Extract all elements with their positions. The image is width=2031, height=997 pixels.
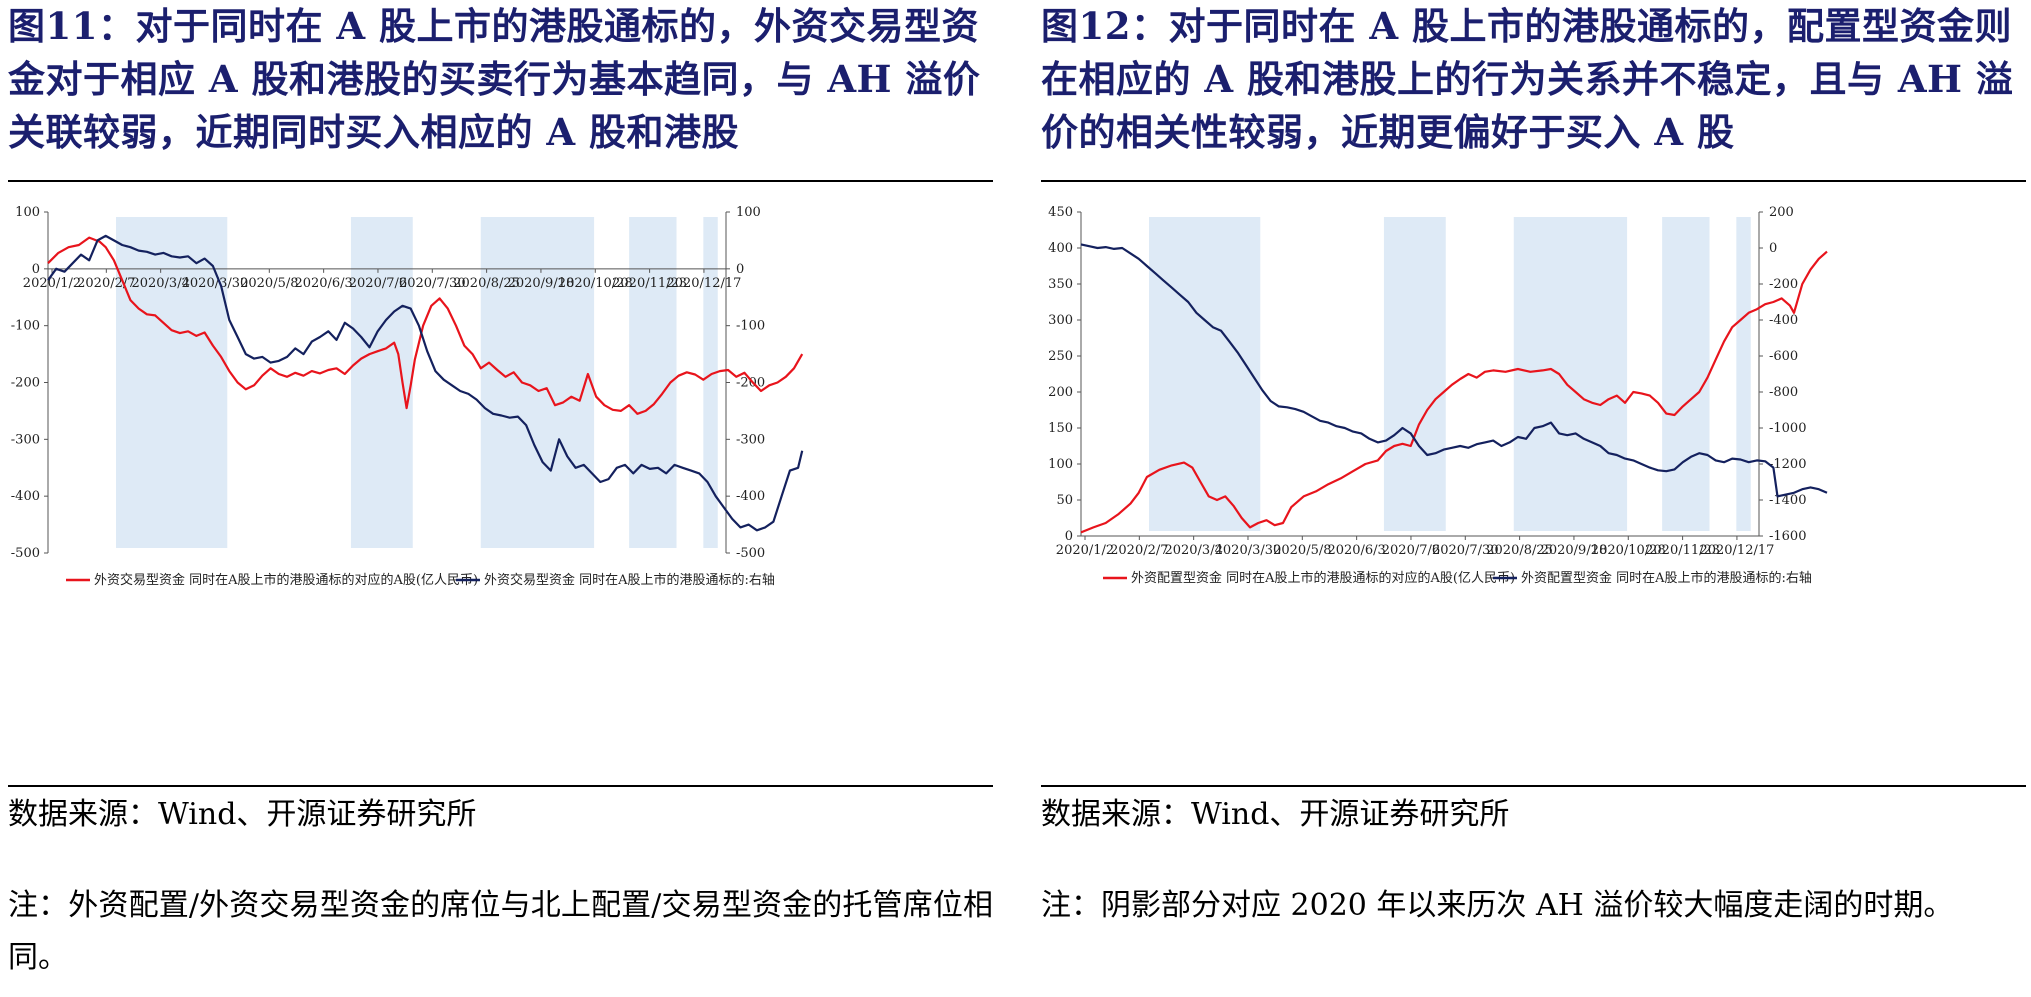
y-left-tick-label: 400 [1048, 241, 1073, 256]
x-tick-label: 2020/3/30 [1215, 543, 1282, 558]
y-right-tick-label: 200 [1769, 205, 1794, 220]
y-left-tick-label: 100 [1048, 457, 1073, 472]
y-left-tick-label: -100 [11, 319, 40, 334]
x-tick-label: 2020/1/2 [23, 276, 81, 291]
figure-11-bottom-rule [8, 785, 993, 787]
figure-11-title: 图11：对于同时在 A 股上市的港股通标的，外资交易型资金对于相应 A 股和港股… [8, 4, 981, 154]
y-right-tick-label: -500 [736, 546, 765, 561]
shaded-period [1149, 217, 1261, 531]
shaded-period [116, 217, 228, 548]
x-tick-label: 2020/6/3 [294, 276, 352, 291]
y-left-tick-label: 300 [1048, 313, 1073, 328]
x-tick-label: 2020/10/28 [1591, 543, 1666, 558]
y-right-tick-label: -100 [736, 319, 765, 334]
figure-11-source: 数据来源：Wind、开源证券研究所 [8, 797, 477, 832]
y-left-tick-label: 50 [1056, 493, 1073, 508]
series-line-1 [1080, 243, 1828, 498]
figure-11-chart: 100 0 -100 -200 -300 -400 -500 100 0 -100 -200 -300… [11, 205, 804, 588]
x-tick-label: 2020/2/7 [1110, 543, 1168, 558]
y-left-tick-label: 100 [15, 205, 40, 220]
series-line-1 [47, 234, 804, 532]
y-right-tick-label: -400 [736, 489, 765, 504]
series-line-0 [1080, 250, 1828, 534]
shaded-period [629, 217, 677, 548]
x-tick-label: 2020/1/2 [1056, 543, 1114, 558]
y-left-tick-label: 200 [1048, 385, 1073, 400]
shaded-period [1736, 217, 1751, 531]
y-right-tick-label: -1600 [1769, 529, 1806, 544]
x-tick-label: 2020/9/18 [508, 276, 575, 291]
shaded-period [1662, 217, 1710, 531]
y-left-tick-label: 450 [1048, 205, 1073, 220]
x-tick-label: 2020/8/25 [453, 276, 520, 291]
x-tick-label: 2020/3/30 [182, 276, 249, 291]
x-tick-label: 2020/7/6 [349, 276, 407, 291]
y-right-tick-label: -600 [1769, 349, 1798, 364]
y-right-tick-label: -1200 [1769, 457, 1806, 472]
figure-12-note: 注：阴影部分对应 2020 年以来历次 AH 溢价较大幅度走阔的时期。 [1041, 888, 1954, 923]
x-tick-label: 2020/3/4 [131, 276, 189, 291]
x-tick-label: 2020/12/17 [666, 276, 741, 291]
x-tick-label: 2020/6/3 [1327, 543, 1385, 558]
x-tick-label: 2020/5/8 [240, 276, 298, 291]
y-left-tick-label: -500 [11, 546, 40, 561]
x-tick-label: 2020/12/17 [1699, 543, 1774, 558]
figure-12-title-rule [1041, 180, 2026, 182]
shaded-period [480, 217, 595, 548]
figure-12-panel: 图12：对于同时在 A 股上市的港股通标的，配置型资金则在相应的 A 股和港股上… [1041, 0, 2031, 997]
x-tick-label: 2020/7/6 [1382, 543, 1440, 558]
x-tick-label: 2020/7/30 [399, 276, 466, 291]
legend-label-0: 外资交易型资金 同时在A股上市的港股通标的对应的A股(亿人民币) [94, 572, 478, 588]
series-line-0 [47, 236, 804, 415]
y-left-tick-label: 0 [32, 262, 40, 277]
y-right-tick-label: -300 [736, 432, 765, 447]
y-right-tick-label: -800 [1769, 385, 1798, 400]
figure-12-chart: 450 400 350 300 250 200 150 100 50 0 200 0 -200 -400 -… [1048, 205, 1828, 586]
y-left-tick-label: 150 [1048, 421, 1073, 436]
x-tick-label: 2020/3/4 [1164, 543, 1222, 558]
figure-11-title-rule [8, 180, 993, 182]
figure-11-note: 注：外资配置/外资交易型资金的席位与北上配置/交易型资金的托管席位相同。 [8, 888, 993, 975]
x-tick-label: 2020/11/23 [1645, 543, 1720, 558]
y-left-tick-label: -400 [11, 489, 40, 504]
x-tick-label: 2020/11/23 [612, 276, 687, 291]
y-left-tick-label: -200 [11, 376, 40, 391]
x-tick-label: 2020/7/30 [1432, 543, 1499, 558]
y-right-tick-label: -400 [1769, 313, 1798, 328]
y-right-tick-label: 0 [736, 262, 744, 277]
shaded-period [1383, 217, 1446, 531]
y-right-tick-label: 100 [736, 205, 761, 220]
y-left-tick-label: -300 [11, 432, 40, 447]
x-tick-label: 2020/10/28 [558, 276, 633, 291]
shaded-period [703, 217, 718, 548]
x-tick-label: 2020/9/18 [1541, 543, 1608, 558]
legend-label-1: 外资配置型资金 同时在A股上市的港股通标的:右轴 [1521, 570, 1812, 586]
legend-label-1: 外资交易型资金 同时在A股上市的港股通标的:右轴 [484, 572, 775, 588]
y-right-tick-label: -1000 [1769, 421, 1806, 436]
legend-label-0: 外资配置型资金 同时在A股上市的港股通标的对应的A股(亿人民币) [1131, 570, 1515, 586]
shaded-period [1513, 217, 1628, 531]
figure-12-source: 数据来源：Wind、开源证券研究所 [1041, 797, 1510, 832]
y-left-tick-label: 250 [1048, 349, 1073, 364]
figure-12-bottom-rule [1041, 785, 2026, 787]
x-tick-label: 2020/5/8 [1273, 543, 1331, 558]
y-right-tick-label: -200 [736, 376, 765, 391]
y-left-tick-label: 350 [1048, 277, 1073, 292]
y-left-tick-label: 0 [1065, 529, 1073, 544]
y-right-tick-label: -200 [1769, 277, 1798, 292]
y-right-tick-label: 0 [1769, 241, 1777, 256]
x-tick-label: 2020/8/25 [1486, 543, 1553, 558]
figure-12-title: 图12：对于同时在 A 股上市的港股通标的，配置型资金则在相应的 A 股和港股上… [1041, 4, 2014, 154]
figure-11-panel: 图11：对于同时在 A 股上市的港股通标的，外资交易型资金对于相应 A 股和港股… [8, 0, 998, 997]
